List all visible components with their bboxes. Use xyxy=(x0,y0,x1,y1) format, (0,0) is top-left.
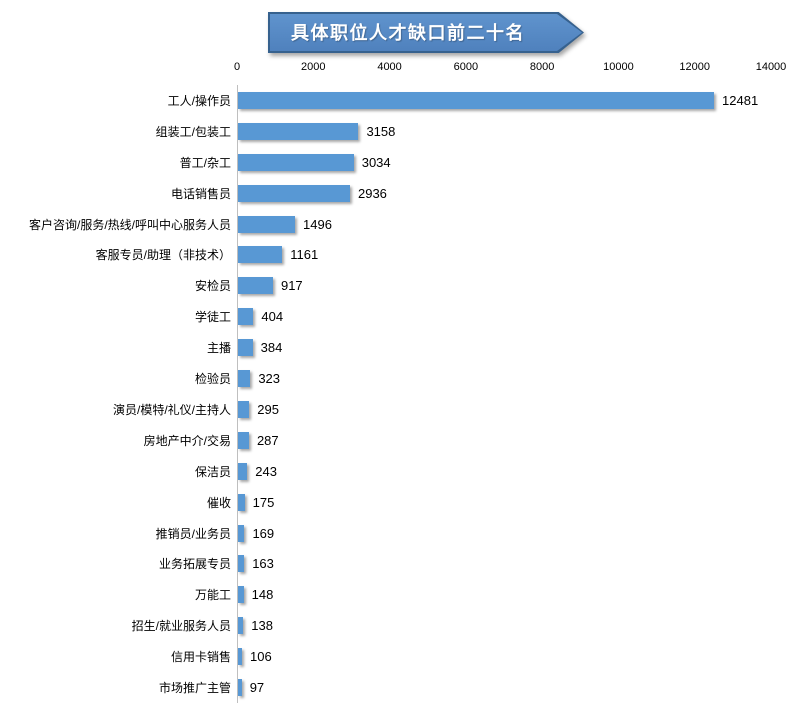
category-label: 万能工 xyxy=(194,588,231,603)
bar xyxy=(238,91,715,109)
bar-row: 保洁员 243 xyxy=(0,456,789,487)
bar xyxy=(238,215,296,233)
category-label: 安检员 xyxy=(194,279,231,294)
bar xyxy=(238,617,244,635)
x-axis-tick-label: 0 xyxy=(233,61,241,73)
bar-row: 万能工 148 xyxy=(0,579,789,610)
chart-title: 具体职位人才缺口前二十名 xyxy=(291,22,525,44)
bar xyxy=(238,277,273,295)
bar-row: 主播 384 xyxy=(0,332,789,363)
value-label: 323 xyxy=(258,371,281,387)
bar xyxy=(238,153,354,171)
bar xyxy=(238,431,249,449)
bar-row: 组装工/包装工 3158 xyxy=(0,116,789,147)
category-label: 催收 xyxy=(206,495,231,510)
bar xyxy=(238,524,245,542)
chart-title-banner: 具体职位人才缺口前二十名 xyxy=(268,12,584,53)
bar xyxy=(238,308,254,326)
value-label: 175 xyxy=(252,494,275,510)
value-label: 169 xyxy=(252,525,275,541)
bar xyxy=(238,400,250,418)
category-label: 客服专员/助理（非技术） xyxy=(95,248,231,263)
category-label: 组装工/包装工 xyxy=(155,124,231,139)
banner-background xyxy=(270,14,582,51)
value-label: 3034 xyxy=(361,154,391,170)
bar xyxy=(238,246,283,264)
x-axis-tick-label: 14000 xyxy=(755,61,787,73)
bar xyxy=(238,370,251,388)
bar-row: 招生/就业服务人员 138 xyxy=(0,610,789,641)
bar-row: 演员/模特/礼仪/主持人 295 xyxy=(0,394,789,425)
bar-row: 客户咨询/服务/热线/呼叫中心服务人员 1496 xyxy=(0,209,789,240)
value-label: 1496 xyxy=(303,216,332,232)
x-axis-tick-label: 2000 xyxy=(301,61,326,73)
bar-row: 催收 175 xyxy=(0,487,789,518)
bar-row: 业务拓展专员 163 xyxy=(0,549,789,580)
value-label: 97 xyxy=(249,680,265,696)
category-label: 业务拓展专员 xyxy=(158,557,231,572)
bar-row: 工人/操作员 12481 xyxy=(0,85,789,116)
bar xyxy=(238,679,242,697)
category-label: 电话销售员 xyxy=(170,186,231,201)
category-label: 主播 xyxy=(206,341,231,356)
bar-row: 普工/杂工 3034 xyxy=(0,147,789,178)
bar xyxy=(238,586,244,604)
value-label: 404 xyxy=(261,309,284,325)
category-label: 信用卡销售 xyxy=(170,650,231,665)
value-label: 138 xyxy=(251,618,273,634)
bar-row: 检验员 323 xyxy=(0,363,789,394)
bar-row: 电话销售员 2936 xyxy=(0,178,789,209)
value-label: 917 xyxy=(280,278,303,294)
bar xyxy=(238,339,253,357)
category-label: 房地产中介/交易 xyxy=(143,433,231,448)
x-axis-tick-label: 8000 xyxy=(529,61,555,73)
bar-row: 安检员 917 xyxy=(0,270,789,301)
bar xyxy=(238,462,248,480)
category-label: 保洁员 xyxy=(194,464,231,479)
x-axis-tick-label: 6000 xyxy=(453,61,479,73)
value-label: 1161 xyxy=(290,247,319,263)
value-label: 243 xyxy=(255,463,277,479)
x-axis-tick-label: 12000 xyxy=(679,61,710,73)
value-label: 2936 xyxy=(357,185,387,201)
bar-row: 客服专员/助理（非技术） 1161 xyxy=(0,240,789,271)
category-label: 招生/就业服务人员 xyxy=(131,619,231,634)
category-label: 检验员 xyxy=(194,372,231,387)
category-axis-line xyxy=(237,85,238,703)
value-label: 384 xyxy=(260,340,283,356)
category-label: 推销员/业务员 xyxy=(155,526,231,541)
value-label: 287 xyxy=(256,432,279,448)
category-label: 演员/模特/礼仪/主持人 xyxy=(112,402,231,417)
bar-row: 房地产中介/交易 287 xyxy=(0,425,789,456)
value-label: 163 xyxy=(252,556,274,572)
bar xyxy=(238,493,245,511)
bar-row: 信用卡销售 106 xyxy=(0,641,789,672)
bar-row: 推销员/业务员 169 xyxy=(0,518,789,549)
value-label: 148 xyxy=(251,587,274,603)
value-label: 106 xyxy=(250,649,272,665)
bar xyxy=(238,122,359,140)
bar-row: 市场推广主管 97 xyxy=(0,672,789,703)
value-label: 12481 xyxy=(722,92,759,108)
bar xyxy=(238,648,243,666)
category-label: 学徒工 xyxy=(194,310,231,325)
bar xyxy=(238,555,245,573)
value-label: 3158 xyxy=(366,123,396,139)
x-axis-tick-label: 4000 xyxy=(377,61,402,73)
bar-row: 学徒工 404 xyxy=(0,301,789,332)
category-label: 客户咨询/服务/热线/呼叫中心服务人员 xyxy=(28,217,231,232)
category-label: 普工/杂工 xyxy=(179,155,231,170)
category-label: 市场推广主管 xyxy=(158,681,231,696)
category-label: 工人/操作员 xyxy=(167,93,231,108)
value-label: 295 xyxy=(257,401,279,417)
x-axis-tick-label: 10000 xyxy=(603,61,634,73)
bar xyxy=(238,184,350,202)
